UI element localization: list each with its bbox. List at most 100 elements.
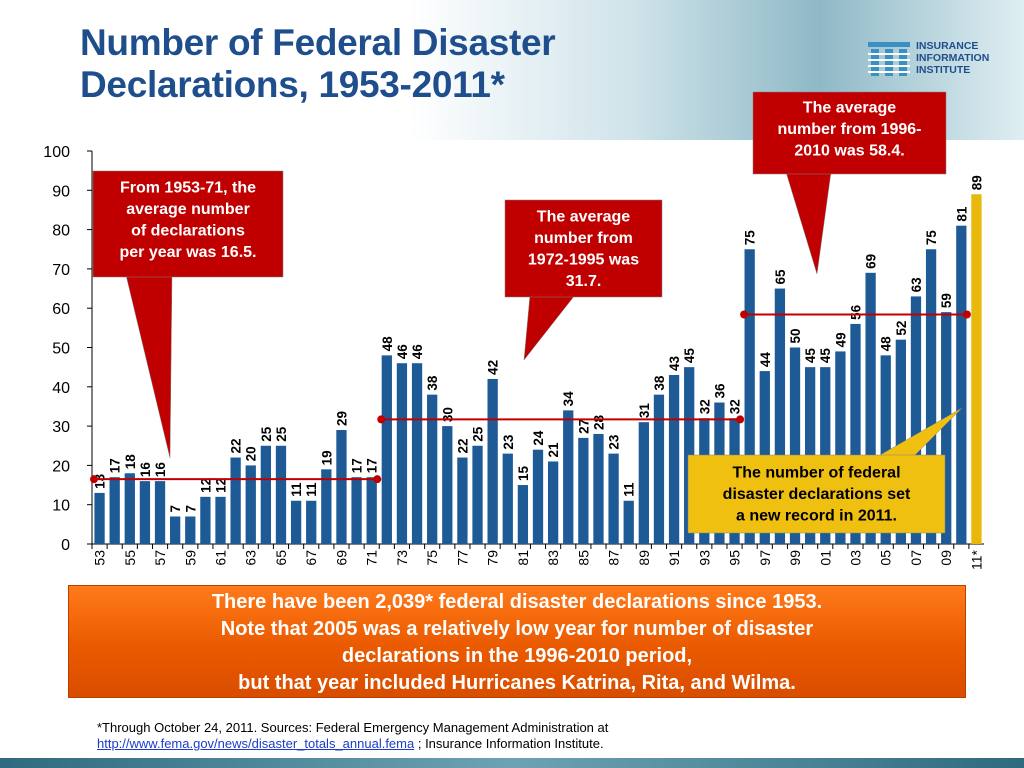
data-label-89: 31 [637,403,652,419]
x-tick-label-01: 01 [817,550,833,566]
average-line-end-3 [962,310,971,319]
bar-63 [245,465,256,544]
x-tick-label-83: 83 [545,550,561,566]
callout-middle-average-text-line: 1972-1995 was [528,252,639,269]
x-tick-label-09: 09 [938,550,954,566]
data-label-68: 19 [319,450,334,465]
bar-59 [185,516,196,544]
bar-71 [366,477,377,544]
x-tick-label-73: 73 [394,550,410,566]
bar-68 [321,469,332,544]
x-tick-label-03: 03 [847,550,863,566]
iii-logo-mark-icon [868,42,910,76]
data-label-56: 16 [138,462,153,478]
bar-78 [472,445,483,544]
title-line-1: Number of Federal Disaster [80,22,556,63]
callout-middle-average: The average number from 1972-1995 was 31.7. [504,199,663,361]
bar-57 [154,481,166,544]
y-tick-label: 30 [52,419,70,436]
footer-band [0,758,1024,768]
callout-early-average: From 1953-71, the average number of declar… [92,170,284,459]
data-label-07: 63 [909,277,924,293]
data-label-67: 11 [304,482,319,497]
x-tick-label-79: 79 [485,550,501,566]
bar-72 [381,355,392,544]
bar-03 [850,323,861,544]
callout-record-2011-text-line: a new record in 2011. [736,508,897,525]
data-label-87: 23 [607,434,622,450]
bar-73 [396,363,408,544]
x-tick-label-97: 97 [757,550,773,566]
data-label-98: 65 [773,269,788,285]
banner-line-2: Note that 2005 was a relatively low year… [220,618,814,640]
x-tick-label-55: 55 [122,550,138,566]
title-line-2: Declarations, 1953-2011* [80,64,505,105]
footnote-line-2: http://www.fema.gov/news/disaster_totals… [97,736,608,752]
bar-67 [306,500,317,544]
data-label-64: 25 [259,426,274,442]
data-label-99: 50 [788,328,803,343]
bar-87 [608,453,619,544]
bar-77 [457,457,468,544]
y-tick-label: 10 [52,498,70,515]
bar-55 [124,473,135,544]
data-label-78: 25 [471,426,486,442]
x-tick-label-07: 07 [908,550,924,566]
callout-late-average-text-line: 2010 was 58.4. [794,143,904,160]
x-tick-label-91: 91 [666,550,682,566]
data-label-85: 27 [576,419,591,434]
callout-early-average-pointer [125,274,173,459]
data-label-54: 17 [108,458,123,473]
y-tick-label: 80 [52,223,70,240]
callout-early-average-text-line: From 1953-71, the [120,180,256,197]
data-label-00: 45 [803,348,818,364]
data-label-94: 36 [712,383,727,399]
bar-07 [910,296,922,544]
callout-early-average-text-line: average number [126,201,250,218]
data-label-04: 69 [864,254,879,269]
data-label-91: 43 [667,356,682,372]
x-tick-label-61: 61 [213,550,229,566]
data-label-83: 21 [546,442,561,458]
bar-66 [290,500,302,544]
bar-91 [668,375,680,544]
bar-75 [427,394,438,544]
bar-60 [200,496,211,544]
bar-62 [230,457,241,544]
callout-late-average: The average number from 1996- 2010 was 58.… [752,91,947,275]
iii-logo: INSURANCE INFORMATION INSTITUTE [868,38,1016,78]
average-line-end-2 [736,415,745,424]
x-tick-label-63: 63 [243,550,259,566]
y-tick-label: 90 [52,183,70,200]
bar-74 [411,363,423,544]
callout-record-2011: The number of federal disaster declaratio… [687,407,963,534]
x-tick-label-93: 93 [696,550,712,566]
bar-09 [941,312,952,544]
bar-54 [109,477,120,544]
data-label-60: 12 [198,478,213,493]
data-label-11*: 89 [969,175,984,190]
bar-90 [653,394,665,544]
bar-79 [487,378,498,544]
data-label-55: 18 [123,454,138,470]
bar-83 [547,461,559,544]
callout-record-2011-text-line: The number of federal [732,465,900,482]
bar-81 [517,485,529,544]
callout-early-average-text-line: of declarations [131,223,245,240]
callout-middle-average-text-line: The average [537,209,630,226]
y-tick-label: 100 [43,144,70,161]
fema-source-link[interactable]: http://www.fema.gov/news/disaster_totals… [97,736,415,751]
x-tick-label-99: 99 [787,550,803,566]
x-tick-label-95: 95 [727,550,743,566]
data-label-92: 45 [682,348,697,364]
data-label-75: 38 [425,375,440,391]
callout-record-2011-text-line: disaster declarations set [723,486,911,503]
callout-late-average-text-line: number from 1996- [777,121,921,138]
footnote-suffix: ; Insurance Information Institute. [414,736,604,751]
callout-middle-average-pointer [523,294,576,361]
bar-70 [351,477,362,544]
average-line-start-3 [740,310,749,319]
banner-line-4: but that year included Hurricanes Katrin… [238,672,796,694]
bar-85 [578,437,589,544]
bar-08 [925,249,937,544]
